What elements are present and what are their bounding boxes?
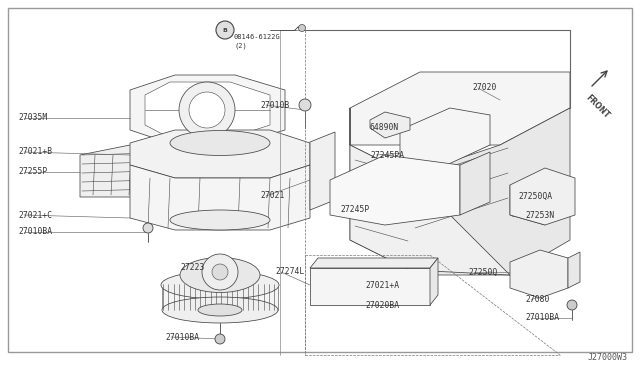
Text: 27245PA: 27245PA: [370, 151, 404, 160]
Circle shape: [179, 82, 235, 138]
Text: (2): (2): [234, 43, 247, 49]
Polygon shape: [130, 75, 285, 145]
Text: B: B: [223, 28, 227, 32]
Text: 27035M: 27035M: [18, 113, 47, 122]
Polygon shape: [410, 108, 570, 275]
Circle shape: [567, 300, 577, 310]
Polygon shape: [400, 108, 490, 168]
Polygon shape: [310, 268, 430, 305]
Circle shape: [298, 25, 305, 32]
Polygon shape: [460, 152, 490, 215]
Text: 27010B: 27010B: [260, 100, 289, 109]
Text: 27021+A: 27021+A: [365, 280, 399, 289]
Circle shape: [202, 254, 238, 290]
Text: 27021+B: 27021+B: [18, 148, 52, 157]
Text: 27253N: 27253N: [525, 212, 554, 221]
Text: 27010BA: 27010BA: [525, 314, 559, 323]
Polygon shape: [145, 82, 270, 138]
Circle shape: [215, 334, 225, 344]
Text: 27010BA: 27010BA: [165, 333, 199, 341]
Text: 08146-6122G: 08146-6122G: [234, 34, 281, 40]
Circle shape: [299, 99, 311, 111]
Polygon shape: [350, 72, 570, 145]
Text: 27020BA: 27020BA: [365, 301, 399, 310]
Text: 27080: 27080: [525, 295, 549, 305]
Polygon shape: [130, 130, 310, 178]
Text: 27255P: 27255P: [18, 167, 47, 176]
Text: J27000W3: J27000W3: [588, 353, 628, 362]
Circle shape: [189, 92, 225, 128]
Text: 64890N: 64890N: [370, 124, 399, 132]
Ellipse shape: [198, 304, 242, 316]
Text: 27250QA: 27250QA: [518, 192, 552, 201]
Polygon shape: [350, 108, 410, 270]
Ellipse shape: [161, 271, 279, 299]
Polygon shape: [162, 285, 278, 310]
Polygon shape: [430, 258, 438, 305]
Polygon shape: [510, 250, 568, 298]
Text: FRONT: FRONT: [584, 93, 611, 120]
Ellipse shape: [170, 210, 270, 230]
Text: 27020: 27020: [472, 83, 497, 93]
Polygon shape: [510, 185, 545, 225]
Polygon shape: [370, 112, 410, 138]
Circle shape: [216, 21, 234, 39]
Polygon shape: [130, 165, 310, 230]
Polygon shape: [568, 252, 580, 288]
Ellipse shape: [162, 297, 278, 323]
Polygon shape: [510, 168, 575, 225]
Text: 27274L: 27274L: [275, 267, 304, 276]
Ellipse shape: [170, 131, 270, 155]
Text: 27010BA: 27010BA: [18, 228, 52, 237]
Polygon shape: [350, 145, 510, 275]
Text: 27223: 27223: [180, 263, 204, 273]
Polygon shape: [310, 132, 335, 210]
Polygon shape: [80, 145, 160, 197]
Text: 27021+C: 27021+C: [18, 211, 52, 219]
Text: 27021: 27021: [260, 192, 284, 201]
Text: 27245P: 27245P: [340, 205, 369, 215]
Circle shape: [143, 223, 153, 233]
Polygon shape: [310, 258, 438, 268]
Ellipse shape: [180, 257, 260, 292]
Circle shape: [212, 264, 228, 280]
Text: 27250Q: 27250Q: [468, 267, 497, 276]
Polygon shape: [330, 155, 460, 225]
